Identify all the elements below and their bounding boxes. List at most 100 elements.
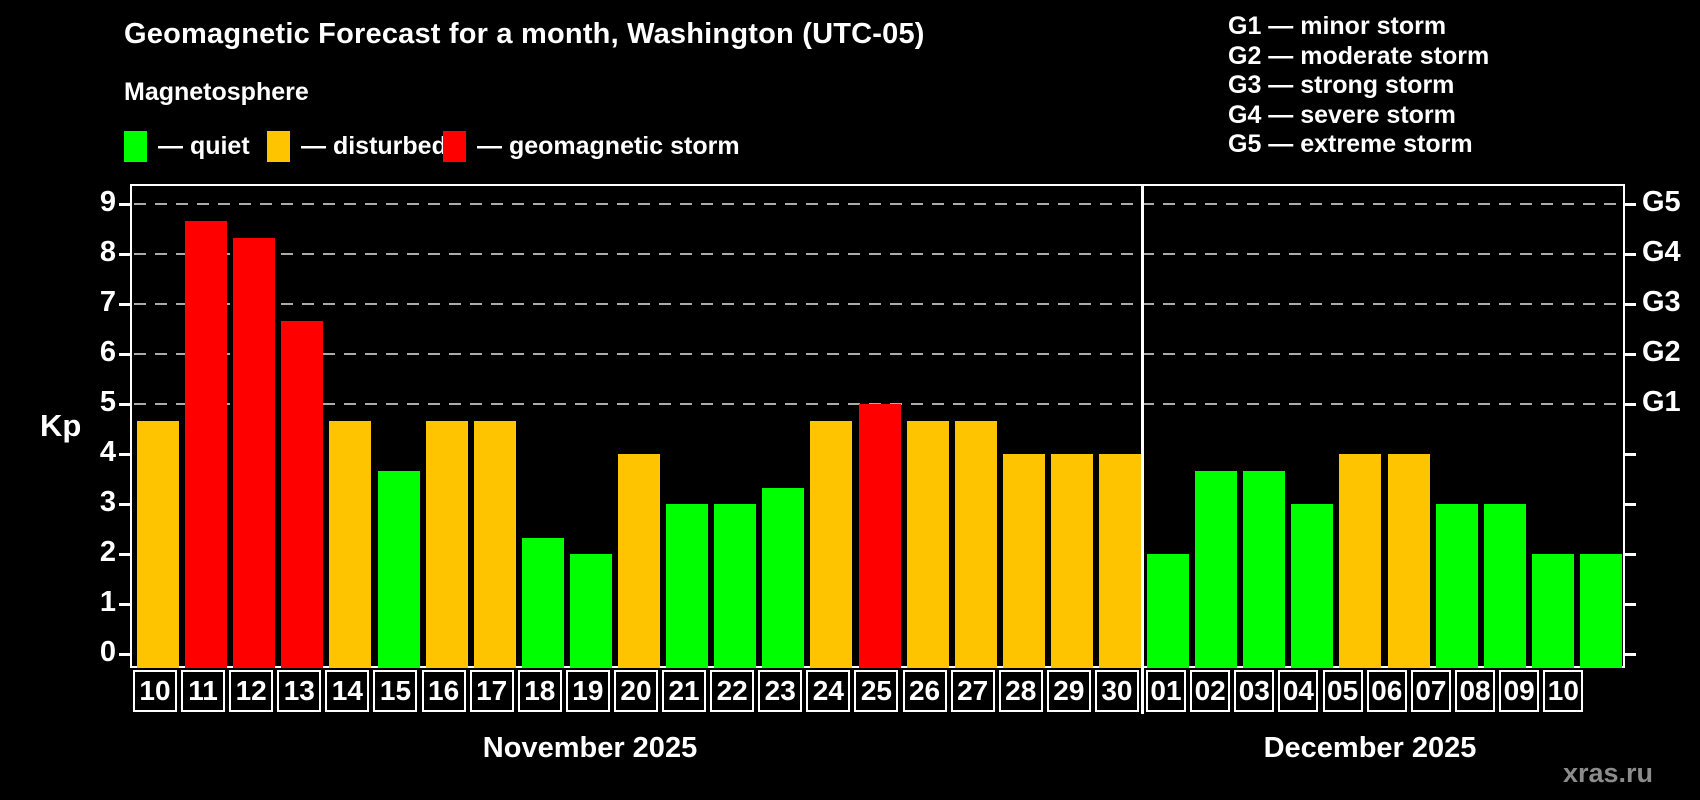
kp-bar-nov-26: [906, 420, 949, 668]
kp-bar-nov-25: [858, 404, 901, 668]
day-label-nov-12: 12: [229, 670, 274, 712]
y-tick-label-6: 6: [99, 336, 116, 368]
day-label-nov-21: 21: [662, 670, 707, 712]
kp-bar-dec-04: [1291, 504, 1334, 668]
kp-bar-nov-28: [1002, 454, 1045, 668]
day-label-dec-09: 09: [1499, 670, 1540, 712]
kp-bar-dec-06: [1387, 454, 1430, 668]
kp-bar-nov-19: [569, 554, 612, 668]
right-axis-label-g4: G4: [1642, 236, 1681, 268]
gridline-kp9: [134, 203, 1625, 205]
day-label-nov-20: 20: [613, 670, 658, 712]
day-label-nov-23: 23: [758, 670, 803, 712]
day-label-dec-05: 05: [1322, 670, 1363, 712]
kp-bar-nov-15: [377, 470, 420, 668]
quiet-color-swatch: [124, 131, 147, 162]
axis-tick-left-kp7: [119, 303, 130, 306]
axis-tick-right-kp3: [1625, 503, 1636, 506]
plot-area: [119, 184, 1636, 668]
day-label-dec-03: 03: [1234, 670, 1275, 712]
disturbed-color-swatch: [267, 131, 290, 162]
kp-bar-nov-16: [425, 420, 468, 668]
right-axis-label-g5: G5: [1642, 186, 1681, 218]
axis-tick-right-kp1: [1625, 603, 1636, 606]
day-label-nov-24: 24: [806, 670, 851, 712]
axis-tick-left-kp4: [119, 453, 130, 456]
y-axis-title: Kp: [40, 408, 82, 443]
day-label-nov-10: 10: [133, 670, 177, 712]
kp-bar-nov-23: [762, 487, 805, 668]
day-label-nov-26: 26: [902, 670, 947, 712]
axis-tick-left-kp9: [119, 203, 130, 206]
axis-tick-left-kp2: [119, 553, 130, 556]
kp-bar-nov-20: [618, 454, 661, 668]
y-tick-label-2: 2: [99, 536, 116, 568]
kp-bar-nov-22: [714, 504, 757, 668]
kp-bar-nov-17: [473, 420, 516, 668]
g2-legend-line: G2 — moderate storm: [1228, 41, 1490, 70]
axis-tick-right-kp0: [1625, 653, 1636, 656]
kp-bar-dec-05: [1339, 454, 1382, 668]
legend-label-disturbed: — disturbed: [301, 132, 447, 160]
axis-tick-right-kp9: [1625, 203, 1636, 206]
gridline-kp6: [134, 353, 1625, 355]
axis-tick-right-kp7: [1625, 303, 1636, 306]
legend-item-storm: — geomagnetic storm: [443, 131, 740, 162]
day-label-dec-04: 04: [1278, 670, 1319, 712]
kp-bar-dec-08: [1483, 504, 1526, 668]
legend-label-quiet: — quiet: [158, 132, 250, 160]
month-separator-line: [1141, 186, 1145, 714]
right-axis-label-g2: G2: [1642, 336, 1681, 368]
gridline-kp8: [134, 253, 1625, 255]
day-label-dec-10: 10: [1543, 670, 1584, 712]
axis-tick-left-kp1: [119, 603, 130, 606]
axis-tick-right-kp2: [1625, 553, 1636, 556]
y-tick-label-0: 0: [99, 636, 116, 668]
day-label-dec-08: 08: [1455, 670, 1496, 712]
plot-inner: [134, 188, 1625, 668]
chart-subtitle: Magnetosphere: [124, 78, 309, 106]
day-label-nov-14: 14: [325, 670, 370, 712]
chart-title: Geomagnetic Forecast for a month, Washin…: [124, 18, 925, 50]
day-label-nov-27: 27: [950, 670, 995, 712]
kp-bar-nov-30: [1098, 454, 1141, 668]
g5-legend-line: G5 — extreme storm: [1228, 130, 1473, 159]
day-label-nov-25: 25: [854, 670, 899, 712]
y-tick-label-1: 1: [99, 586, 116, 618]
g-scale-legend: G1 — minor storm G2 — moderate storm G3 …: [1228, 12, 1489, 160]
day-label-nov-18: 18: [517, 670, 562, 712]
kp-bar-dec-02: [1195, 470, 1238, 668]
day-label-dec-07: 07: [1410, 670, 1451, 712]
legend-label-storm: — geomagnetic storm: [477, 132, 740, 160]
axis-tick-right-kp6: [1625, 353, 1636, 356]
day-label-nov-11: 11: [181, 670, 226, 712]
axis-tick-left-kp5: [119, 403, 130, 406]
kp-bar-nov-24: [810, 420, 853, 668]
kp-bar-nov-18: [521, 537, 564, 668]
kp-bar-dec-07: [1435, 504, 1478, 668]
watermark: xras.ru: [1562, 758, 1653, 788]
month-label-november: November 2025: [482, 732, 698, 764]
right-axis-label-g3: G3: [1642, 286, 1681, 318]
day-label-nov-17: 17: [469, 670, 514, 712]
y-tick-label-8: 8: [99, 236, 116, 268]
day-label-nov-19: 19: [565, 670, 610, 712]
kp-bar-dec-01: [1147, 554, 1190, 668]
g4-legend-line: G4 — severe storm: [1228, 100, 1456, 129]
day-label-dec-01: 01: [1146, 670, 1186, 712]
axis-tick-right-kp4: [1625, 453, 1636, 456]
y-tick-label-9: 9: [99, 186, 116, 218]
legend-item-disturbed: — disturbed: [267, 131, 447, 162]
kp-bar-nov-14: [329, 420, 372, 668]
axis-tick-left-kp0: [119, 653, 130, 656]
day-label-nov-16: 16: [421, 670, 466, 712]
axis-tick-right-kp8: [1625, 253, 1636, 256]
g1-legend-line: G1 — minor storm: [1228, 12, 1447, 40]
kp-bar-dec-09: [1531, 554, 1574, 668]
storm-color-swatch: [443, 131, 466, 162]
y-tick-label-5: 5: [99, 386, 116, 418]
kp-bar-nov-12: [233, 237, 276, 668]
kp-bar-nov-10: [137, 420, 180, 668]
y-tick-label-7: 7: [99, 286, 116, 318]
